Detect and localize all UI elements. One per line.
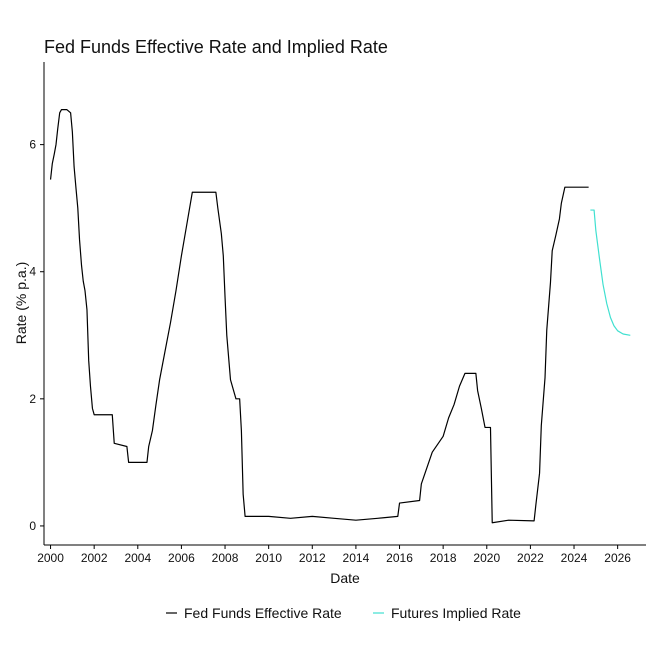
y-tick-label: 2 bbox=[29, 392, 36, 406]
x-ticks: 2000 2002 2004 2006 2008 2010 2012 2014 2016 2018… bbox=[37, 545, 631, 565]
legend-label-futures: Futures Implied Rate bbox=[391, 605, 521, 621]
legend-label-fed-funds: Fed Funds Effective Rate bbox=[184, 605, 342, 621]
x-tick-label: 2012 bbox=[299, 551, 326, 565]
x-tick-label: 2020 bbox=[473, 551, 500, 565]
x-tick-label: 2002 bbox=[81, 551, 108, 565]
y-tick-label: 4 bbox=[29, 265, 36, 279]
series-layer bbox=[49, 109, 631, 524]
x-tick-label: 2010 bbox=[255, 551, 282, 565]
x-tick-label: 2022 bbox=[517, 551, 544, 565]
y-axis-title: Rate (% p.a.) bbox=[13, 262, 29, 344]
y-ticks: 0 2 4 6 bbox=[29, 138, 44, 533]
x-tick-label: 2026 bbox=[604, 551, 631, 565]
y-tick-label: 6 bbox=[29, 138, 36, 152]
x-tick-label: 2006 bbox=[168, 551, 195, 565]
x-axis-title: Date bbox=[330, 570, 360, 586]
chart-title: Fed Funds Effective Rate and Implied Rat… bbox=[44, 37, 388, 57]
x-tick-label: 2004 bbox=[124, 551, 151, 565]
x-tick-label: 2008 bbox=[212, 551, 239, 565]
y-tick-label: 0 bbox=[29, 519, 36, 533]
x-tick-label: 2024 bbox=[561, 551, 588, 565]
x-tick-label: 2000 bbox=[37, 551, 64, 565]
x-tick-label: 2016 bbox=[386, 551, 413, 565]
series-line-1 bbox=[590, 209, 631, 336]
legend: Fed Funds Effective Rate Futures Implied… bbox=[166, 605, 521, 621]
x-tick-label: 2018 bbox=[430, 551, 457, 565]
x-tick-label: 2014 bbox=[343, 551, 370, 565]
series-line-0 bbox=[49, 109, 589, 524]
